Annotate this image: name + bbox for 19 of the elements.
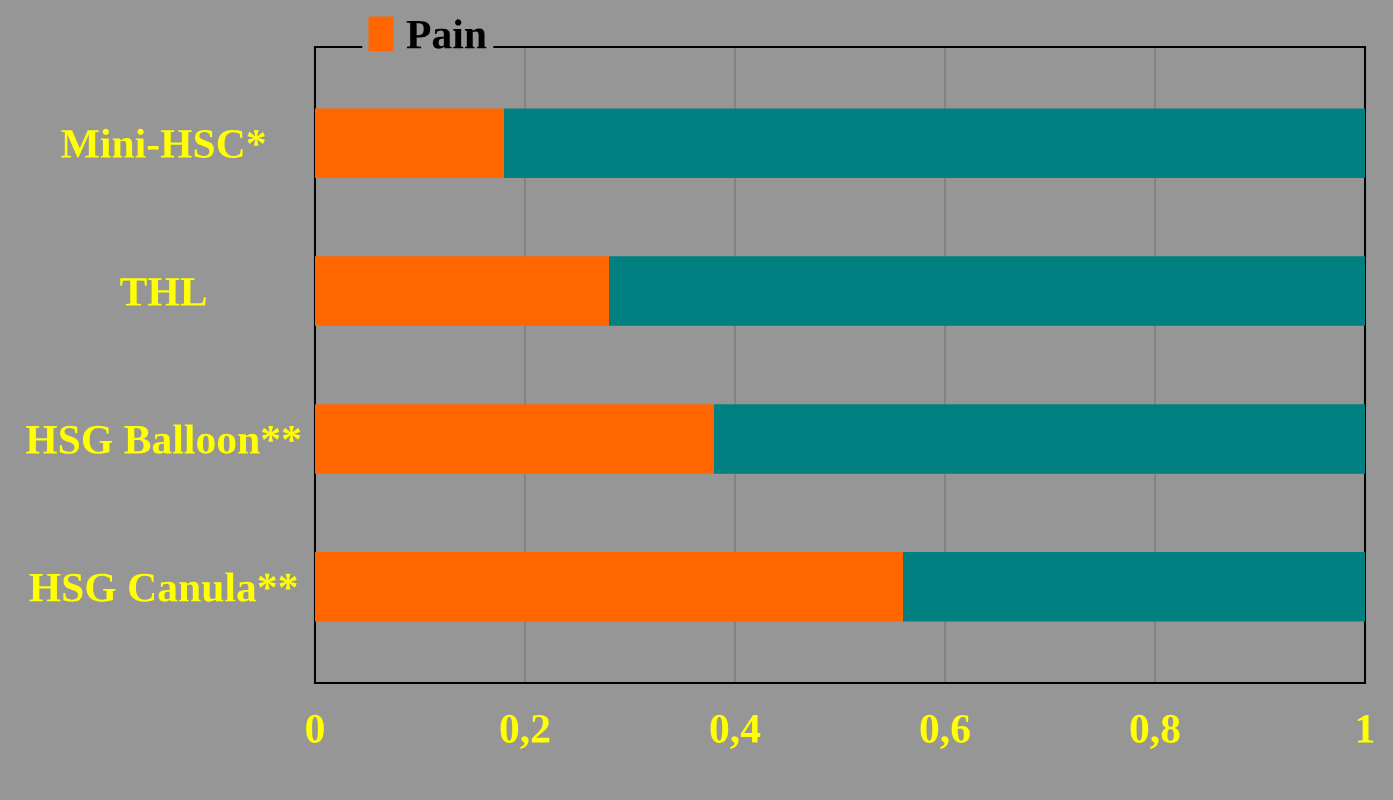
bar xyxy=(714,404,1365,474)
x-tick-label: 0,2 xyxy=(500,714,550,749)
bar xyxy=(609,256,1365,326)
bar xyxy=(315,552,903,622)
bar xyxy=(504,108,1365,178)
y-tick-label: HSG Canula** xyxy=(29,572,297,602)
y-tick-label: Mini-HSC* xyxy=(61,128,265,159)
legend-label: Pain xyxy=(406,19,487,49)
bar xyxy=(315,256,609,326)
bar xyxy=(903,552,1365,622)
x-tick-label: 0,4 xyxy=(710,714,761,749)
bar xyxy=(315,108,504,178)
x-tick-label: 0,8 xyxy=(1130,714,1180,749)
x-tick-label: 1 xyxy=(1357,714,1374,743)
x-tick-label: 0 xyxy=(306,714,324,743)
y-tick-label: HSG Balloon** xyxy=(25,424,301,454)
bar xyxy=(315,404,714,474)
y-tick-label: THL xyxy=(120,278,206,306)
x-tick-label: 0,6 xyxy=(920,714,970,749)
